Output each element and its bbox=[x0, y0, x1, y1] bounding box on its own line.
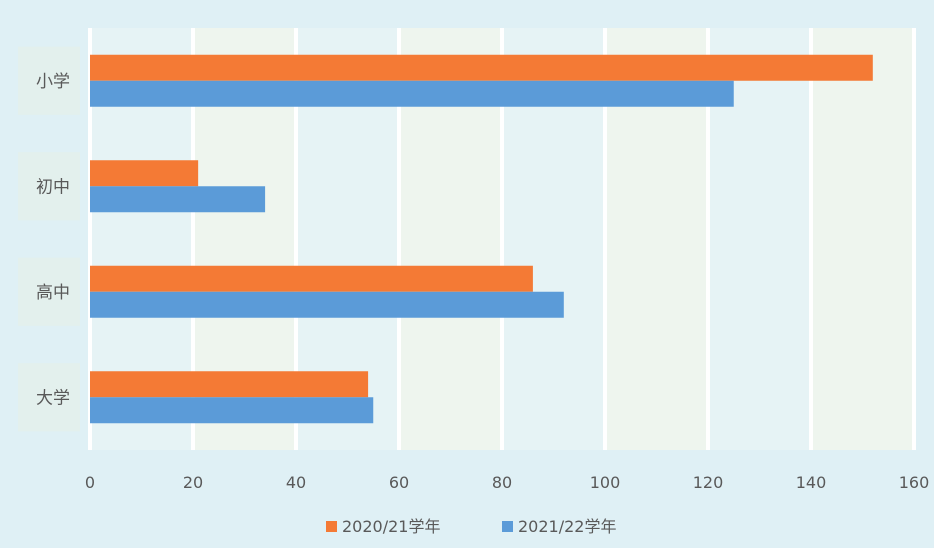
bar-series-2 bbox=[90, 80, 734, 107]
category-label-bg bbox=[18, 363, 80, 432]
x-tick-label: 20 bbox=[183, 473, 203, 492]
bar-series-1 bbox=[90, 160, 199, 187]
x-tick-label: 100 bbox=[590, 473, 621, 492]
category-label: 小学 bbox=[36, 72, 70, 92]
legend-swatch bbox=[502, 521, 513, 532]
bar-series-2 bbox=[90, 186, 266, 213]
legend-swatch bbox=[326, 521, 337, 532]
category-label-bg bbox=[18, 257, 80, 326]
bar-series-2 bbox=[90, 291, 564, 318]
category-label-bg bbox=[18, 46, 80, 115]
bar-series-1 bbox=[90, 371, 369, 398]
x-tick-label: 80 bbox=[492, 473, 512, 492]
category-label: 初中 bbox=[36, 177, 70, 197]
bar-series-1 bbox=[90, 54, 873, 81]
bar-series-1 bbox=[90, 265, 533, 292]
x-tick-label: 0 bbox=[85, 473, 95, 492]
x-tick-labels: 0 20 40 60 80 100 120 140 160 bbox=[85, 473, 929, 492]
bar-series-2 bbox=[90, 397, 374, 424]
legend-label: 2021/22学年 bbox=[518, 517, 616, 536]
legend-label: 2020/21学年 bbox=[342, 517, 440, 536]
bars bbox=[90, 54, 873, 424]
x-tick-label: 160 bbox=[899, 473, 930, 492]
grid-band bbox=[811, 28, 914, 450]
category-label-bg bbox=[18, 152, 80, 221]
category-label: 大学 bbox=[36, 388, 70, 408]
category-label: 高中 bbox=[36, 283, 70, 303]
x-tick-label: 60 bbox=[389, 473, 409, 492]
legend: 2020/21学年 2021/22学年 bbox=[326, 517, 616, 536]
x-tick-label: 40 bbox=[286, 473, 306, 492]
x-tick-label: 140 bbox=[796, 473, 827, 492]
x-tick-label: 120 bbox=[693, 473, 724, 492]
